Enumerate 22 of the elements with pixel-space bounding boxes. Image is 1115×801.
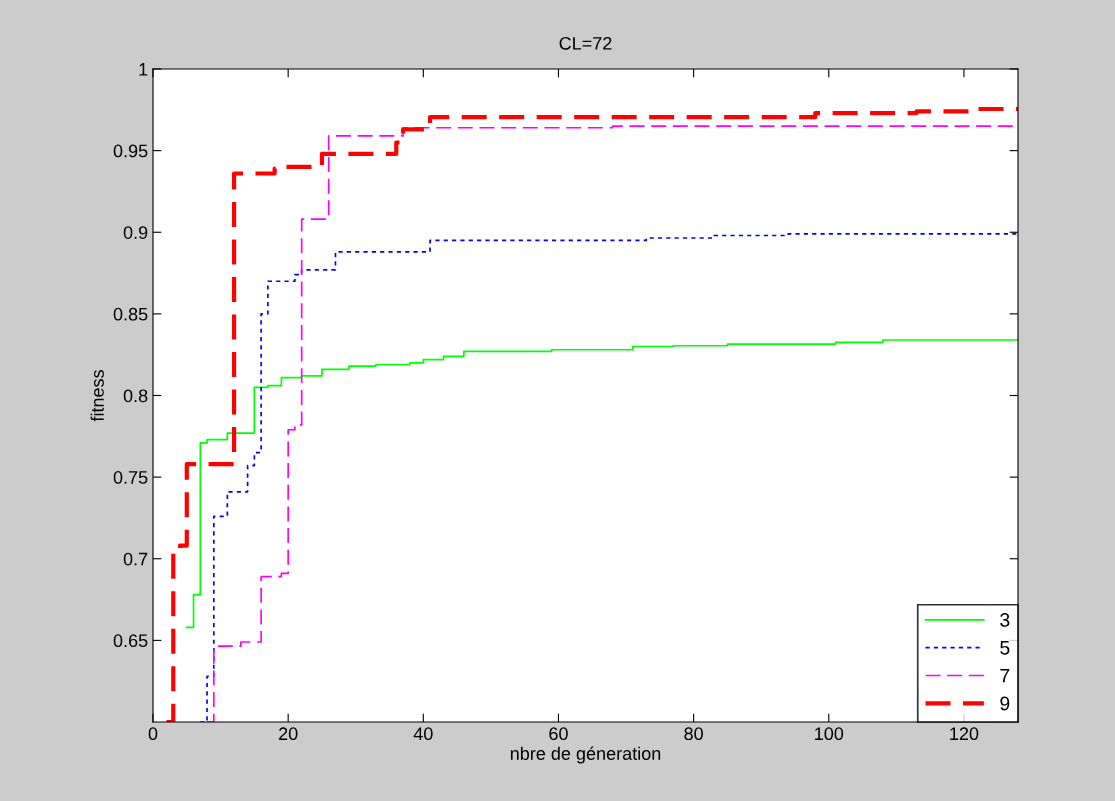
y-tick-label: 0.75 <box>113 471 148 484</box>
x-tick-label: 80 <box>684 727 703 741</box>
x-tick-label: 40 <box>413 727 433 741</box>
legend-label: 5 <box>1000 641 1010 655</box>
chart-title: CL=72 <box>559 36 612 50</box>
legend-label: 9 <box>1000 696 1010 711</box>
y-tick-label: 0.8 <box>123 389 148 403</box>
x-axis-title: nbre de géneration <box>510 746 661 764</box>
y-tick-label: 0.65 <box>113 634 148 648</box>
y-tick-label: 0.7 <box>123 552 148 566</box>
y-tick-label: 0.85 <box>113 307 148 321</box>
x-tick-label: 120 <box>950 727 979 741</box>
y-axis-title: fitness <box>90 370 104 422</box>
y-tick-label: 0.95 <box>113 144 148 158</box>
y-tick-label: 1 <box>139 63 148 76</box>
x-tick-label: 60 <box>549 727 568 741</box>
legend-label: 3 <box>1000 613 1010 627</box>
x-tick-label: 100 <box>815 727 844 741</box>
legend-label: 7 <box>1000 668 1010 683</box>
x-tick-label: 0 <box>148 727 158 741</box>
y-tick-label: 0.9 <box>123 226 148 239</box>
x-tick-label: 20 <box>279 727 298 741</box>
